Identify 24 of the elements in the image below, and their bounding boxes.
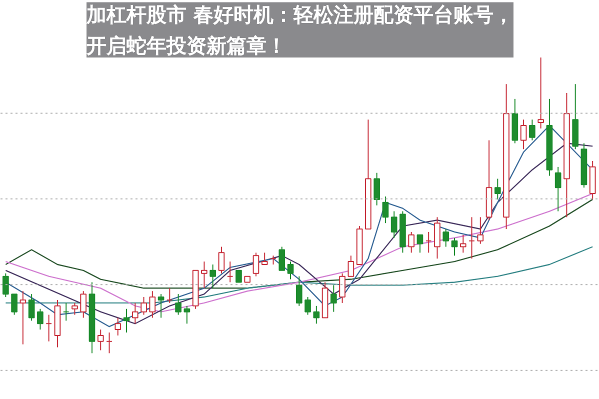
candlestick — [434, 216, 440, 260]
candlestick — [54, 299, 61, 348]
candlestick — [46, 314, 52, 342]
candlestick — [503, 84, 510, 230]
candlestick — [468, 216, 475, 260]
candlestick — [106, 332, 112, 354]
candlestick — [210, 264, 216, 289]
candlestick — [554, 166, 562, 212]
candlestick — [62, 302, 70, 322]
chart-title: 加杠杆股市 春好时机：轻松注册配资平台账号，开启蛇年投资新篇章！ — [86, 2, 514, 58]
candlestick — [425, 231, 432, 254]
candlestick — [330, 284, 337, 312]
candlestick — [20, 290, 26, 345]
candlestick — [313, 305, 320, 324]
candlestick — [88, 282, 96, 354]
candlestick — [201, 261, 208, 289]
candlestick — [123, 308, 130, 334]
candlestick — [520, 119, 527, 150]
candlestick — [97, 329, 104, 351]
candlestick — [546, 98, 553, 176]
candlestick — [564, 92, 570, 218]
candlestick — [132, 302, 138, 324]
candlestick — [538, 58, 544, 129]
candlestick — [114, 317, 122, 336]
